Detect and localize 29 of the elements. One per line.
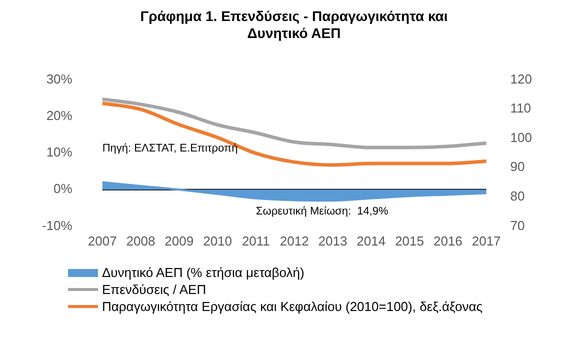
x-tick-label: 2015 bbox=[395, 234, 424, 249]
x-tick-label: 2010 bbox=[203, 234, 232, 249]
x-tick-label: 2008 bbox=[126, 234, 156, 249]
annotation: Πηγή: ΕΛΣΤΑΤ, Ε.Επιτροπή bbox=[102, 142, 238, 155]
y2-tick-label: 110 bbox=[510, 100, 532, 116]
y2-tick-label: 100 bbox=[510, 130, 532, 145]
line-series bbox=[100, 101, 488, 167]
y-tick-label: -10% bbox=[42, 218, 73, 233]
x-tick-label: 2012 bbox=[280, 234, 309, 249]
legend-label: Παραγωγικότητα Εργασίας και Κεφαλαίου (2010=100), δεξ.άξονας bbox=[102, 298, 483, 315]
x-tick-label: 2009 bbox=[164, 234, 194, 249]
y2-tick-label: 80 bbox=[510, 188, 525, 204]
legend-label: Επενδύσεις / ΑΕΠ bbox=[102, 281, 206, 298]
y-tick-label: 10% bbox=[46, 144, 73, 160]
x-tick-label: 2011 bbox=[242, 234, 270, 249]
y-tick-label: 0% bbox=[54, 181, 73, 196]
x-tick-label: 2016 bbox=[433, 234, 462, 249]
y-tick-label: 30% bbox=[46, 71, 73, 86]
y2-tick-label: 70 bbox=[510, 218, 525, 233]
chart-title: Γράφημα 1. Επενδύσεις - Παραγωγικότητα και Δυνητικό ΑΕΠ bbox=[139, 8, 449, 42]
x-tick-label: 2007 bbox=[88, 234, 117, 249]
legend-label: Δυνητικό ΑΕΠ (% ετήσια μεταβολή) bbox=[102, 264, 304, 281]
x-tick-label: 2017 bbox=[472, 234, 501, 249]
x-tick-label: 2013 bbox=[318, 234, 348, 249]
x-tick-label: 2014 bbox=[356, 234, 386, 249]
annotation: Σωρευτική Μείωση: 14,9% bbox=[256, 206, 389, 218]
y-tick-label: 20% bbox=[46, 108, 73, 123]
y2-tick-label: 90 bbox=[510, 159, 525, 174]
y2-tick-label: 120 bbox=[510, 71, 532, 86]
